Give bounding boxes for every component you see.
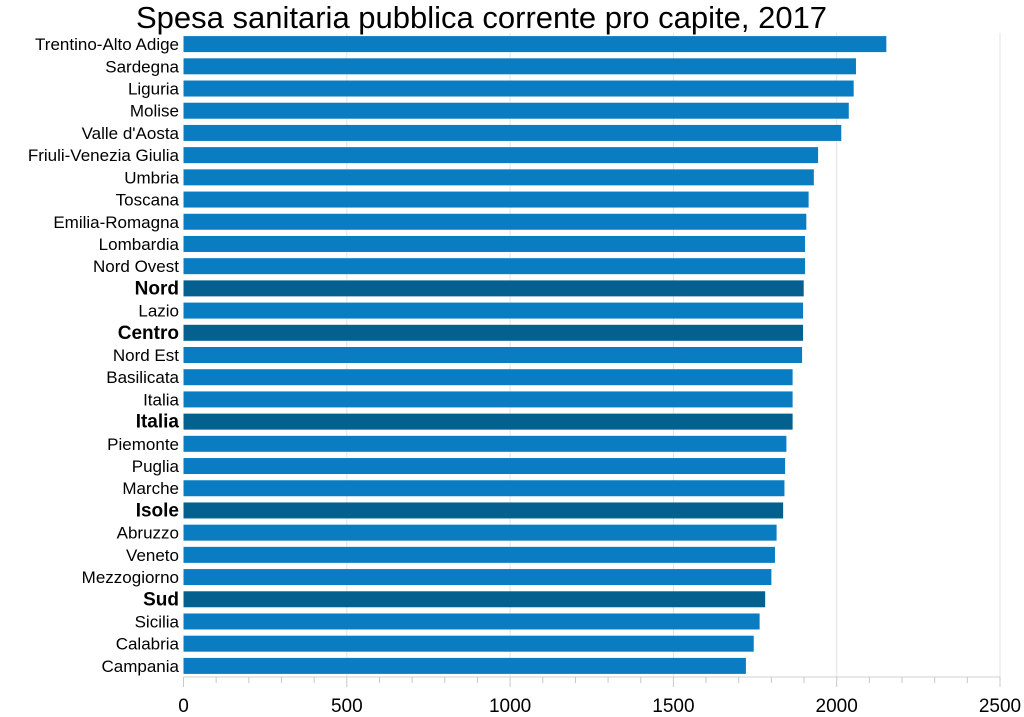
category-label: Calabria <box>116 635 180 654</box>
bar <box>183 36 887 53</box>
category-label: Veneto <box>126 546 179 565</box>
category-label: Trentino-Alto Adige <box>35 35 179 54</box>
bar <box>183 58 856 75</box>
x-tick-label: 2000 <box>816 696 858 717</box>
bar <box>183 524 777 541</box>
category-label: Nord Est <box>113 346 179 365</box>
bar <box>183 324 804 341</box>
chart-title: Spesa sanitaria pubblica corrente pro ca… <box>136 0 828 35</box>
category-label: Nord <box>135 278 179 299</box>
bar <box>183 80 854 97</box>
bar <box>183 635 754 652</box>
bar <box>183 369 793 386</box>
bar <box>183 613 760 630</box>
bar <box>183 302 804 319</box>
category-label: Italia <box>143 390 179 409</box>
bar <box>183 480 785 497</box>
category-label: Valle d'Aosta <box>82 124 180 143</box>
category-label: Umbria <box>124 168 179 187</box>
bar <box>183 102 849 119</box>
bar <box>183 213 807 230</box>
category-label: Friuli-Venezia Giulia <box>28 146 180 165</box>
bar <box>183 546 775 563</box>
category-label: Sud <box>143 589 179 610</box>
bar <box>183 124 842 141</box>
x-tick-label: 1000 <box>489 696 531 717</box>
category-label: Centro <box>118 323 179 344</box>
bar <box>183 435 787 452</box>
category-label: Puglia <box>132 457 180 476</box>
bar <box>183 502 784 519</box>
bar <box>183 191 809 208</box>
category-label: Campania <box>102 657 180 676</box>
bar <box>183 147 819 164</box>
category-label: Emilia-Romagna <box>53 213 179 232</box>
x-tick-label: 2500 <box>979 696 1021 717</box>
x-tick-label: 1500 <box>652 696 694 717</box>
category-label: Basilicata <box>106 368 179 387</box>
bar <box>183 413 793 430</box>
bar <box>183 169 814 186</box>
category-label: Molise <box>130 102 179 121</box>
category-label: Isole <box>136 500 179 521</box>
bar <box>183 657 746 674</box>
category-label: Marche <box>122 479 179 498</box>
bar <box>183 569 772 586</box>
category-label: Lazio <box>138 302 179 321</box>
bar <box>183 591 766 608</box>
category-label: Abruzzo <box>117 524 179 543</box>
category-label: Piemonte <box>107 435 179 454</box>
category-label: Toscana <box>116 191 180 210</box>
category-label: Lombardia <box>99 235 180 254</box>
bar <box>183 258 806 275</box>
bar <box>183 347 803 363</box>
x-tick-label: 500 <box>331 696 363 717</box>
bar <box>183 391 793 408</box>
category-label: Mezzogiorno <box>82 568 179 587</box>
x-tick-label: 0 <box>178 696 189 717</box>
category-label: Sardegna <box>105 57 179 76</box>
category-label: Sicilia <box>135 612 180 631</box>
bar <box>183 280 804 297</box>
category-label: Liguria <box>128 80 180 99</box>
category-label: Nord Ovest <box>93 257 179 276</box>
bar <box>183 235 806 252</box>
category-label: Italia <box>136 412 180 433</box>
bar <box>183 458 786 475</box>
